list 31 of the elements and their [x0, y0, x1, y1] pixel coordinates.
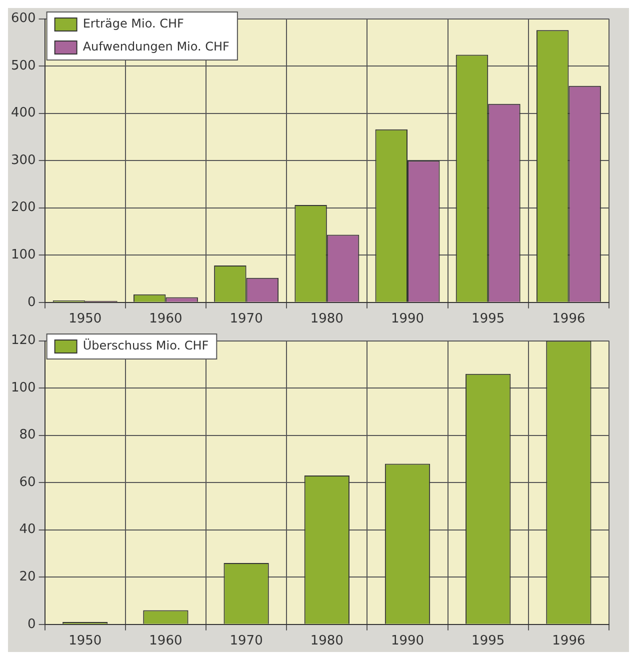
x-tick-label: 1960 — [149, 312, 182, 327]
x-tick-label: 1996 — [552, 634, 586, 649]
x-tick-label: 1995 — [472, 312, 505, 327]
x-tick-label: 1990 — [390, 312, 424, 327]
x-tick-label: 1980 — [310, 634, 344, 649]
legend-label: Erträge Mio. CHF — [82, 16, 184, 31]
y-tick-label: 80 — [19, 428, 36, 443]
legend-label: Aufwendungen Mio. CHF — [82, 40, 230, 54]
x-tick-label: 1970 — [230, 312, 263, 327]
x-tick-label: 1996 — [552, 312, 586, 327]
y-tick-label: 200 — [10, 200, 36, 216]
y-tick-label: 40 — [19, 522, 36, 538]
y-tick-label: 100 — [10, 380, 36, 396]
x-tick-label: 1990 — [390, 634, 424, 649]
y-tick-label: 120 — [10, 333, 36, 348]
x-tick-label: 1950 — [68, 634, 102, 649]
legend-label: Überschuss Mio. CHF — [82, 338, 209, 353]
y-tick-label: 0 — [28, 616, 36, 632]
y-tick-label: 300 — [10, 152, 36, 168]
y-tick-label: 100 — [10, 248, 36, 263]
y-tick-label: 500 — [10, 58, 36, 74]
y-tick-label: 0 — [28, 294, 36, 310]
x-tick-label: 1995 — [472, 634, 505, 649]
x-tick-label: 1970 — [230, 634, 263, 649]
x-tick-label: 1960 — [149, 634, 182, 649]
y-tick-label: 60 — [19, 474, 36, 490]
x-tick-label: 1980 — [310, 312, 344, 327]
y-tick-label: 600 — [10, 11, 36, 26]
x-tick-label: 1950 — [68, 312, 102, 327]
y-tick-label: 20 — [19, 570, 36, 585]
y-tick-label: 400 — [10, 106, 36, 121]
